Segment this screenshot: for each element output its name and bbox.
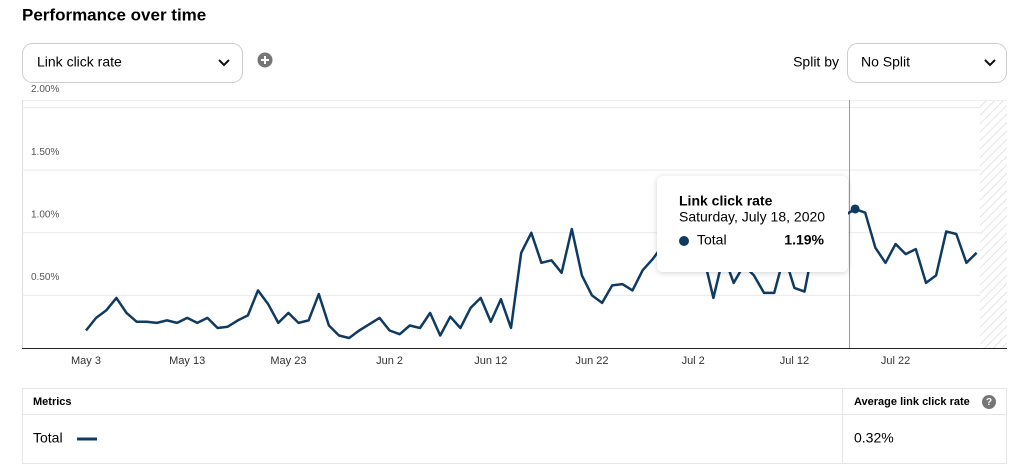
y-tick-label: 1.00% — [31, 209, 59, 220]
x-tick-label: Jul 12 — [780, 355, 809, 367]
x-tick-label: Jun 2 — [376, 355, 403, 367]
x-tick-label: Jul 2 — [682, 355, 705, 367]
x-tick-label: Jul 22 — [881, 355, 910, 367]
chevron — [984, 59, 996, 67]
x-tick-label: Jun 12 — [474, 355, 507, 367]
table-header: Metrics — [33, 396, 72, 408]
tooltip-series: Total — [697, 232, 727, 248]
help-icon[interactable] — [982, 395, 996, 409]
hover-point — [850, 204, 860, 214]
tooltip-value: 1.19% — [784, 232, 824, 248]
tooltip-title: Link click rate — [679, 193, 773, 209]
split-value: No Split — [861, 54, 910, 70]
x-tick-label: May 13 — [169, 355, 205, 367]
help-glyph: ? — [986, 397, 992, 408]
split-dropdown[interactable] — [847, 43, 1007, 83]
chevron — [218, 59, 230, 67]
y-tick-label: 1.50% — [31, 147, 59, 158]
table-header: Average link click rate — [854, 396, 970, 408]
x-tick-label: May 3 — [71, 355, 101, 367]
plus-icon — [261, 56, 269, 64]
y-tick-label: 2.00% — [31, 84, 59, 95]
tooltip: Link click rate Saturday, July 18, 2020 … — [657, 176, 848, 272]
tooltip-swatch — [679, 236, 689, 246]
x-tick-label: May 23 — [270, 355, 306, 367]
x-tick-label: Jun 22 — [575, 355, 608, 367]
split-label: Split by — [793, 54, 839, 70]
incomplete-data-area — [980, 100, 1007, 348]
page-title: Performance over time — [22, 5, 206, 24]
row-label: Total — [33, 430, 63, 446]
metric-value: Link click rate — [37, 54, 122, 70]
tooltip-box — [657, 176, 848, 272]
tooltip-date: Saturday, July 18, 2020 — [679, 209, 825, 225]
metric-dropdown[interactable] — [22, 43, 243, 83]
grid: 0.50% 1.00% 1.50% 2.00% May 3 May 13 May 23 Jun… — [22, 84, 980, 367]
row-value: 0.32% — [854, 430, 894, 446]
y-tick-label: 0.50% — [31, 272, 59, 283]
